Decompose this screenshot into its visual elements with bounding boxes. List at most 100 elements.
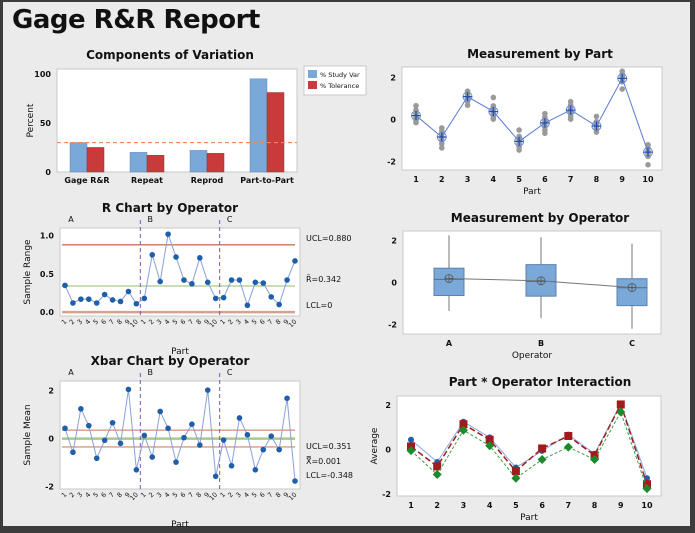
data-point [197,442,203,448]
measurement-point [516,147,522,153]
measurement-point [542,130,548,137]
x-tick-label: 1 [60,318,69,327]
data-point [197,255,203,261]
x-axis-label: Part [171,347,189,357]
x-tick-label: 6 [258,318,267,327]
mean-marker [591,121,602,132]
x-tick-label: 8 [274,491,283,500]
bar-tolerance [146,155,165,173]
marker-b [459,420,468,429]
x-tick-label: 9 [203,318,212,327]
marker-c [432,469,442,479]
x-tick-label: 4 [163,318,172,327]
data-point [165,231,171,237]
x-tick-label: 2 [226,491,235,500]
mean-marker [462,91,473,102]
x-tick-label: 2 [226,318,235,327]
x-tick-label: 3 [76,318,85,327]
data-point [78,406,84,412]
x-tick-label: 9 [282,318,291,327]
operator-group-label: C [227,215,233,224]
mean-line [415,77,649,153]
data-point [117,298,124,305]
x-tick-label: 4 [163,491,172,500]
y-axis-label: Sample Mean [23,404,33,465]
x-tick-label: 10 [208,318,220,330]
legend-label: % Study Var [320,71,360,79]
x-tick-label: 3 [155,491,164,500]
marker-c [458,425,468,435]
measurement-point [438,145,445,151]
mean-marker [514,136,525,147]
data-point [204,279,211,286]
data-point [228,462,235,469]
marker-c [485,441,495,451]
data-point [268,294,275,300]
x-tick-label: B [538,339,544,348]
data-point [93,300,100,306]
x-tick-label: 9 [123,318,132,327]
x-tick-label: 2 [147,318,156,327]
measurement-point [464,102,471,109]
x-tick-label: 10 [642,175,654,184]
chart-title: Components of Variation [86,48,254,62]
data-point [141,295,148,302]
data-point [141,432,148,439]
marker-c [590,455,600,465]
x-tick-label: 7 [266,318,275,327]
marker-c [511,473,521,483]
data-point [70,300,76,306]
y-tick-label: 2 [390,74,396,83]
marker-c [563,442,573,452]
x-tick-label: 8 [594,175,600,184]
y-tick-label: -2 [388,321,397,330]
legend-swatch [308,70,317,78]
control-line-label: LCL=-0.348 [306,471,353,480]
control-line-label: X̿=0.001 [306,456,341,466]
x-tick-label: 9 [282,491,291,500]
data-point [244,302,251,309]
operator-group-label: B [148,368,154,377]
data-point [220,294,227,301]
data-point [149,251,156,258]
x-tick-label: 9 [203,491,212,500]
mean-marker [536,276,546,286]
x-tick-label: 10 [128,491,140,503]
series-line-c [410,410,648,489]
x-tick-label: 6 [99,318,108,327]
x-tick-label: 10 [287,491,299,503]
x-tick-label: A [446,339,453,348]
data-point [268,433,275,440]
data-point [70,449,76,456]
x-tick-label: 4 [242,491,251,500]
data-point [292,258,298,264]
data-point [276,301,282,308]
data-point [101,291,108,298]
x-tick-label: 6 [258,491,267,500]
x-tick-label: 7 [266,491,275,500]
y-tick-label: 2 [385,401,391,410]
series-line-b [410,402,648,485]
data-point [181,434,187,441]
x-tick-label: 2 [147,491,156,500]
data-point [133,467,140,473]
x-tick-label: 1 [139,318,148,327]
x-tick-label: 9 [619,175,625,184]
iqr-box [616,278,648,307]
x-axis-label: Part [171,520,189,530]
data-point [244,431,251,438]
data-point [260,446,267,453]
bar-studyvar [129,152,148,173]
marker-b [485,435,494,444]
mean-marker [436,131,447,142]
x-tick-label: 10 [287,318,299,330]
data-point [85,296,92,302]
data-point [93,455,100,462]
marker-a [644,475,650,482]
data-point [109,297,116,303]
x-tick-label: 5 [92,491,101,500]
x-tick-label: 6 [179,318,188,327]
x-tick-label: 3 [234,491,243,500]
x-axis-label: Part [520,513,538,523]
operator-group-label: B [148,215,154,224]
